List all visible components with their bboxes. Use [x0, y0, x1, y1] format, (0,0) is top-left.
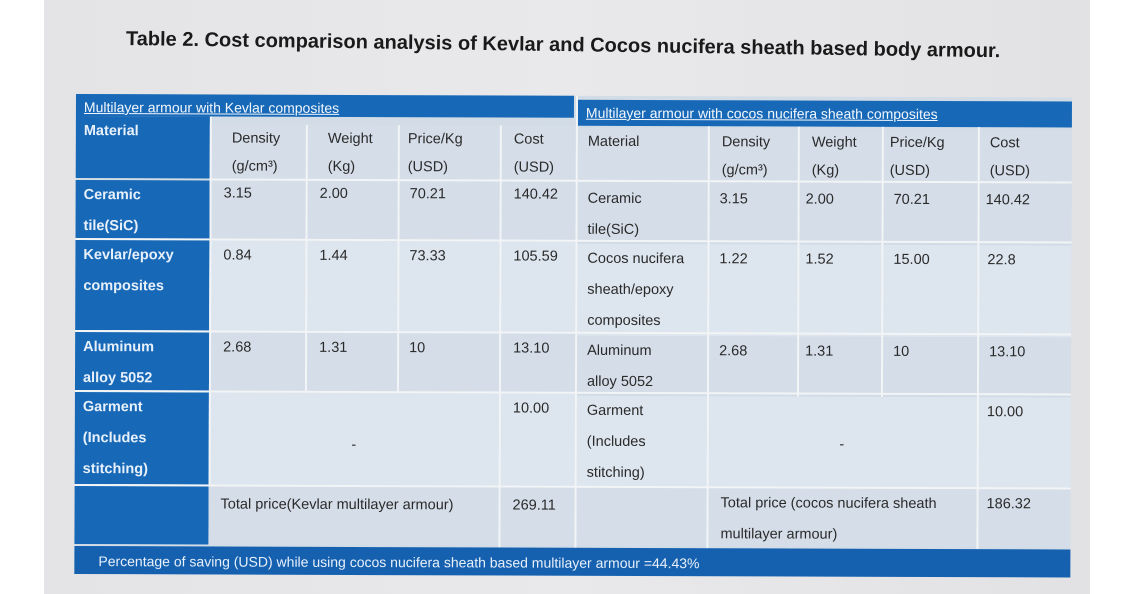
left-density-header: Density (g/cm³)	[209, 124, 306, 181]
left-garment-cost: 10.00	[498, 393, 575, 486]
material-line1: Cocos nucifera	[587, 250, 685, 268]
left-ceramic-price: 70.21	[397, 181, 500, 240]
right-total-blank	[576, 487, 707, 547]
material-line1: Ceramic	[83, 187, 141, 204]
material-line2: (Includes	[82, 430, 147, 447]
cost-header-line1: Cost	[989, 135, 1020, 152]
left-ceramic-cost: 140.42	[499, 181, 576, 240]
left-aluminum-weight: 1.31	[304, 332, 398, 392]
right-ceramic-price: 70.21	[881, 184, 978, 244]
right-row-cocos-material: Cocos nucifera sheath/epoxy composites	[577, 243, 708, 337]
right-cocos-density: 1.22	[707, 244, 798, 337]
right-cocos-cost: 22.8	[977, 245, 1072, 338]
material-line3: stitching)	[586, 464, 645, 481]
right-weight-header: Weight (Kg)	[797, 128, 882, 185]
material-line1: Garment	[82, 399, 143, 416]
cost-header-line2: (USD)	[513, 159, 555, 176]
right-total-value: 186.32	[976, 489, 1071, 548]
material-line1: Kevlar/epoxy	[83, 247, 174, 264]
right-density-header: Density (g/cm³)	[707, 128, 798, 185]
right-material-label: Material	[587, 133, 640, 150]
left-row-kevlar-material: Kevlar/epoxy composites	[75, 239, 210, 331]
left-cost-header: Cost (USD)	[499, 125, 576, 182]
right-ceramic-density: 3.15	[707, 184, 798, 243]
right-aluminum-density: 2.68	[706, 336, 798, 395]
material-line1: Garment	[586, 402, 644, 419]
right-aluminum-price: 10	[880, 336, 978, 396]
right-material-header: Material	[577, 127, 708, 185]
right-garment-cost: 10.00	[976, 397, 1071, 490]
material-line2: sheath/epoxy	[587, 281, 674, 299]
density-header-line1: Density	[231, 130, 281, 147]
material-line1: Aluminum	[83, 339, 155, 356]
right-cost-header: Cost (USD)	[977, 129, 1072, 186]
density-header-line2: (g/cm³)	[231, 158, 278, 175]
right-row-garment-material: Garment (Includes stitching)	[576, 395, 707, 489]
left-total-label: Total price(Kevlar multilayer armour)	[208, 486, 499, 546]
left-total-blank	[74, 485, 209, 545]
left-kevlar-cost: 105.59	[499, 241, 576, 332]
left-price-header: Price/Kg (USD)	[397, 125, 500, 182]
left-aluminum-price: 10	[396, 333, 500, 392]
left-row-aluminum-material: Aluminum alloy 5052	[74, 331, 210, 391]
left-row-ceramic-material: Ceramic tile(SiC)	[75, 179, 210, 241]
right-ceramic-cost: 140.42	[977, 185, 1072, 244]
left-ceramic-weight: 2.00	[305, 180, 398, 240]
right-aluminum-cost: 13.10	[976, 337, 1072, 396]
right-garment-merged: -	[706, 396, 977, 490]
right-total-label: Total price (cocos nucifera sheath multi…	[706, 488, 977, 548]
price-header-line1: Price/Kg	[407, 131, 463, 148]
weight-header-line2: (Kg)	[327, 158, 356, 175]
right-row-ceramic-material: Ceramic tile(SiC)	[577, 183, 708, 243]
right-cocos-weight: 1.52	[797, 244, 882, 337]
left-ceramic-density: 3.15	[209, 180, 306, 239]
left-weight-header: Weight (Kg)	[305, 124, 398, 182]
cost-table: Multilayer armour with Kevlar composites…	[74, 94, 1072, 578]
total-label-line1: Total price (cocos nucifera sheath	[720, 495, 937, 513]
material-line3: stitching)	[82, 461, 148, 478]
right-row-aluminum-material: Aluminum alloy 5052	[576, 335, 708, 395]
left-material-label: Material	[83, 123, 139, 140]
right-price-header: Price/Kg (USD)	[881, 128, 978, 186]
weight-header-line1: Weight	[327, 130, 373, 148]
left-aluminum-density: 2.68	[208, 332, 306, 391]
material-line2: (Includes	[586, 433, 646, 450]
right-cocos-price: 15.00	[881, 244, 978, 338]
right-section-header: Multilayer armour with cocos nucifera sh…	[577, 99, 1072, 128]
material-line1: Aluminum	[587, 342, 652, 360]
total-label-line2: multilayer armour)	[720, 526, 838, 543]
density-header-line1: Density	[721, 134, 771, 151]
left-kevlar-price: 73.33	[397, 241, 500, 332]
cost-header-line1: Cost	[513, 131, 544, 148]
left-garment-merged: -	[208, 392, 499, 486]
left-material-header: Material	[75, 115, 210, 179]
savings-footer: Percentage of saving (USD) while using c…	[74, 545, 1071, 578]
price-header-line1: Price/Kg	[889, 134, 945, 152]
left-section-header: Multilayer armour with Kevlar composites	[75, 94, 574, 118]
material-line1: Ceramic	[587, 190, 642, 207]
right-aluminum-weight: 1.31	[796, 336, 882, 395]
left-total-value: 269.11	[498, 487, 575, 546]
weight-header-line1: Weight	[811, 134, 857, 151]
left-aluminum-cost: 13.10	[498, 333, 576, 392]
left-kevlar-density: 0.84	[209, 240, 306, 331]
right-ceramic-weight: 2.00	[797, 184, 882, 243]
material-line2: composites	[83, 278, 164, 295]
left-row-garment-material: Garment (Includes stitching)	[74, 391, 209, 485]
left-kevlar-weight: 1.44	[305, 240, 398, 332]
price-header-line2: (USD)	[407, 159, 449, 176]
